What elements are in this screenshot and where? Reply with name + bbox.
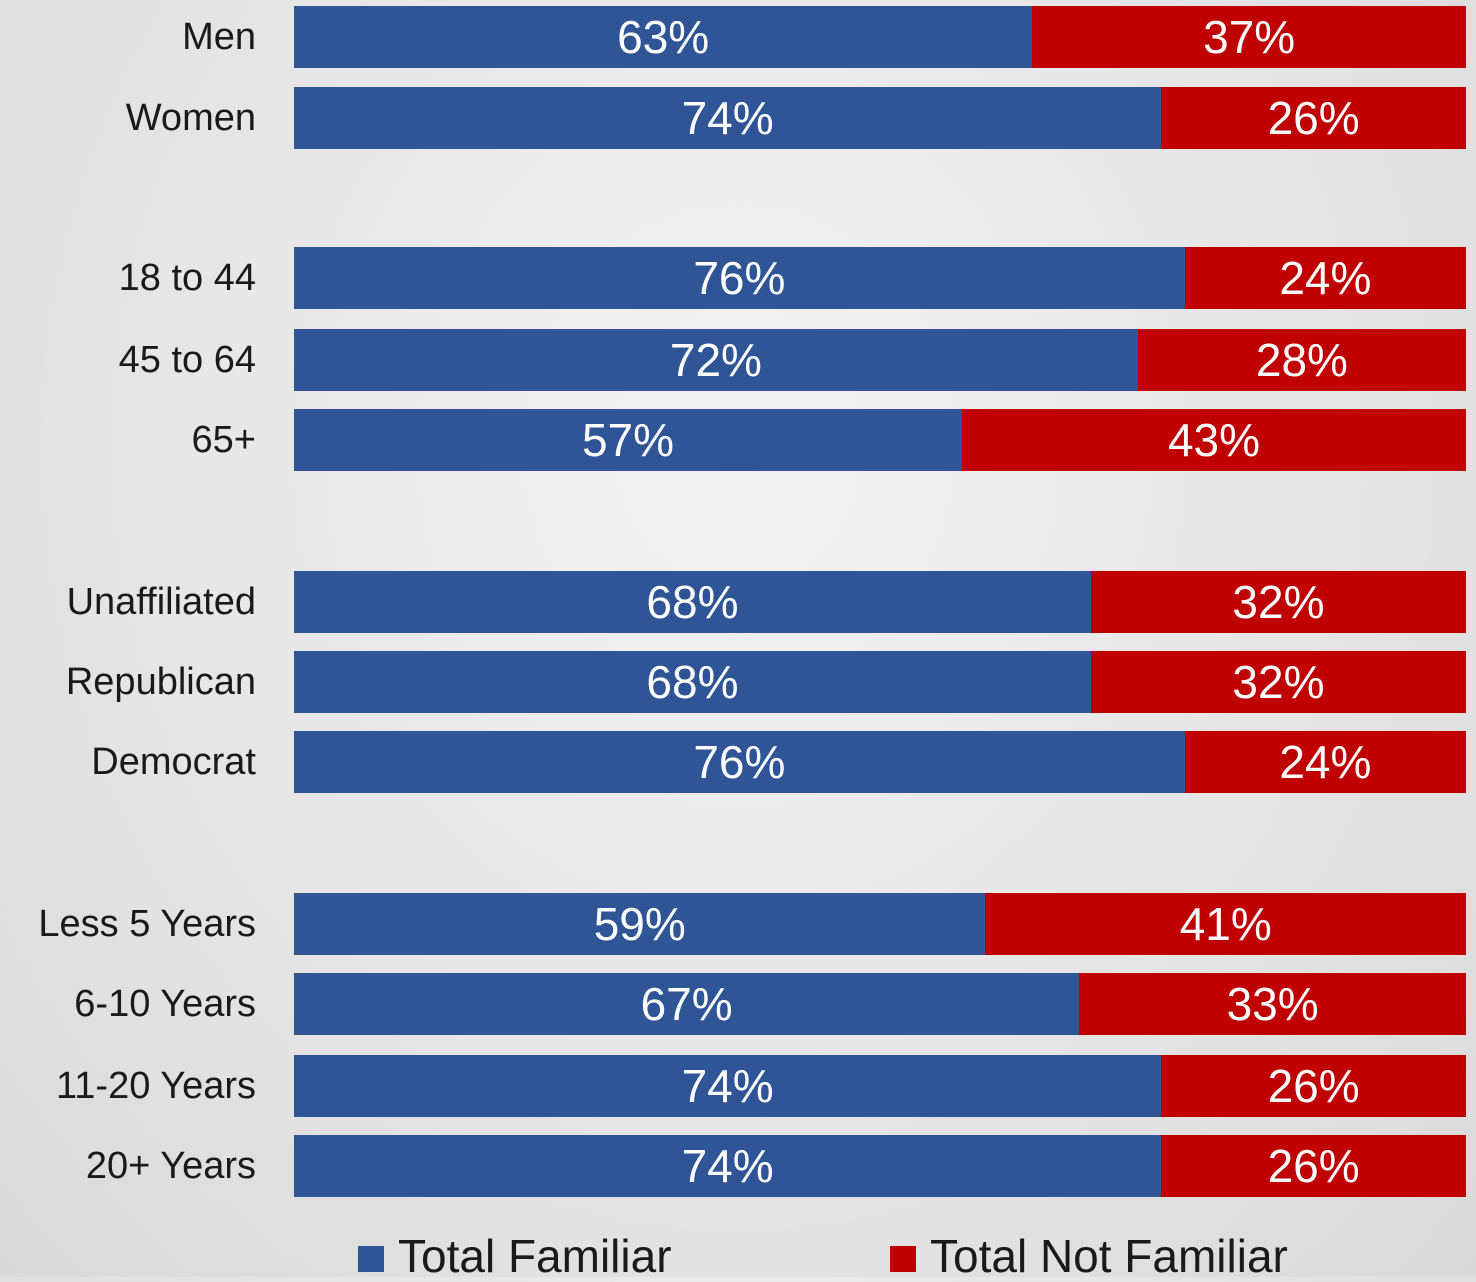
- bar-familiar: [294, 87, 1162, 149]
- bar-row: 68% 32%: [294, 651, 1466, 713]
- bar-row: 74% 26%: [294, 87, 1466, 149]
- data-label-not-familiar: 26%: [1267, 1060, 1360, 1112]
- category-label: 11-20 Years: [55, 1065, 256, 1107]
- category-label: 65+: [191, 419, 256, 461]
- bar-not-familiar: [1161, 87, 1466, 149]
- data-label-familiar: 72%: [669, 334, 762, 386]
- data-label-familiar: 57%: [581, 414, 675, 466]
- data-label-familiar: 68%: [646, 656, 739, 708]
- bar-row: 76% 24%: [294, 247, 1466, 309]
- bar-familiar: [294, 6, 1033, 68]
- legend-label-not-familiar: Total Not Familiar: [930, 1230, 1288, 1282]
- category-label: 45 to 64: [118, 339, 256, 381]
- bar-not-familiar: [1090, 651, 1466, 713]
- bar-row: 74% 26%: [294, 1055, 1466, 1117]
- bar-familiar: [294, 247, 1185, 309]
- bar-not-familiar: [1032, 6, 1466, 68]
- data-label-not-familiar: 28%: [1255, 334, 1348, 386]
- bar-row: 63% 37%: [294, 6, 1466, 68]
- data-label-familiar: 76%: [693, 736, 786, 788]
- bar-familiar: [294, 571, 1091, 633]
- bar-row: 57% 43%: [294, 409, 1466, 471]
- legend-label-familiar: Total Familiar: [398, 1230, 672, 1282]
- legend-item-not-familiar: Total Not Familiar: [890, 1230, 1288, 1282]
- data-label-not-familiar: 26%: [1267, 1140, 1360, 1192]
- bar-not-familiar: [1137, 329, 1466, 391]
- data-label-not-familiar: 24%: [1279, 252, 1372, 304]
- legend-item-familiar: Total Familiar: [358, 1230, 672, 1282]
- bar-not-familiar: [985, 893, 1466, 955]
- bar-familiar: [294, 973, 1080, 1035]
- bar-familiar: [294, 731, 1185, 793]
- data-label-familiar: 74%: [681, 92, 774, 144]
- bar-familiar: [294, 893, 986, 955]
- category-label: Women: [125, 97, 256, 139]
- data-label-familiar: 76%: [693, 252, 786, 304]
- data-label-not-familiar: 32%: [1232, 576, 1325, 628]
- data-label-familiar: 63%: [617, 11, 710, 63]
- bar-familiar: [294, 329, 1138, 391]
- data-label-not-familiar: 41%: [1179, 898, 1272, 950]
- bar-familiar: [294, 409, 963, 471]
- bar-not-familiar: [1184, 247, 1466, 309]
- category-label: Republican: [65, 661, 256, 703]
- data-label-not-familiar: 32%: [1232, 656, 1325, 708]
- legend: Total Familiar Total Not Familiar: [0, 1230, 1476, 1282]
- data-label-not-familiar: 33%: [1226, 978, 1319, 1030]
- bar-row: 72% 28%: [294, 329, 1466, 391]
- data-label-not-familiar: 24%: [1279, 736, 1372, 788]
- category-label: 18 to 44: [118, 257, 256, 299]
- data-label-not-familiar: 26%: [1267, 92, 1360, 144]
- bar-row: 67% 33%: [294, 973, 1466, 1035]
- category-label: 20+ Years: [85, 1145, 256, 1187]
- category-label: 6-10 Years: [74, 983, 256, 1025]
- bar-familiar: [294, 651, 1091, 713]
- data-label-not-familiar: 37%: [1203, 11, 1296, 63]
- category-label: Men: [182, 16, 256, 58]
- bar-not-familiar: [1184, 731, 1466, 793]
- bar-not-familiar: [1161, 1135, 1466, 1197]
- bar-familiar: [294, 1135, 1162, 1197]
- bar-familiar: [294, 1055, 1162, 1117]
- data-label-familiar: 59%: [593, 898, 686, 950]
- bar-not-familiar: [1079, 973, 1466, 1035]
- bar-row: 74% 26%: [294, 1135, 1466, 1197]
- data-label-familiar: 68%: [646, 576, 739, 628]
- bar-not-familiar: [1161, 1055, 1466, 1117]
- bar-row: 76% 24%: [294, 731, 1466, 793]
- bar-row: 59% 41%: [294, 893, 1466, 955]
- bar-not-familiar: [962, 409, 1466, 471]
- data-label-familiar: 74%: [681, 1140, 774, 1192]
- data-label-familiar: 74%: [681, 1060, 774, 1112]
- category-label: Democrat: [91, 741, 256, 783]
- category-label: Less 5 Years: [38, 903, 256, 945]
- legend-swatch-familiar: [358, 1246, 384, 1272]
- legend-swatch-not-familiar: [890, 1246, 916, 1272]
- bar-not-familiar: [1090, 571, 1466, 633]
- data-label-not-familiar: 43%: [1167, 414, 1261, 466]
- category-label: Unaffiliated: [66, 581, 256, 623]
- data-label-familiar: 67%: [640, 978, 733, 1030]
- bar-row: 68% 32%: [294, 571, 1466, 633]
